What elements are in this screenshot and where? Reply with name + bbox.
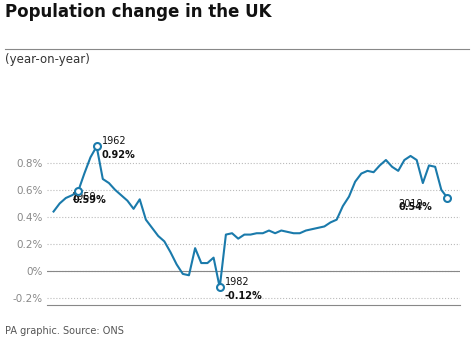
Text: 2019: 2019 (398, 199, 423, 208)
Text: 0.59%: 0.59% (72, 195, 106, 205)
Text: 1962: 1962 (101, 136, 126, 146)
Text: (year-on-year): (year-on-year) (5, 53, 90, 65)
Text: 1959: 1959 (72, 192, 97, 202)
Text: PA graphic. Source: ONS: PA graphic. Source: ONS (5, 326, 124, 336)
Text: 0.92%: 0.92% (101, 150, 135, 160)
Text: Population change in the UK: Population change in the UK (5, 3, 271, 21)
Text: -0.12%: -0.12% (225, 291, 263, 301)
Text: 0.54%: 0.54% (398, 202, 432, 212)
Text: 1982: 1982 (225, 277, 249, 287)
